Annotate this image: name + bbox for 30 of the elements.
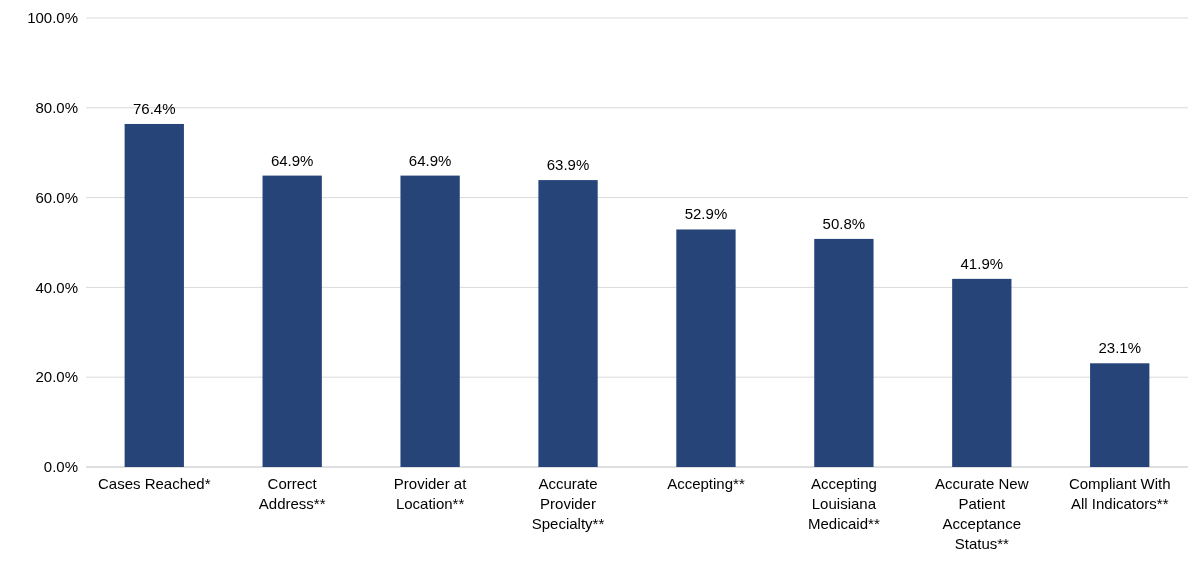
x-tick-label: Compliant With All Indicators** <box>1068 475 1171 512</box>
y-tick-label: 20.0% <box>35 368 78 386</box>
bar <box>400 175 460 467</box>
data-label: 50.8% <box>822 214 866 232</box>
bar <box>1090 363 1150 467</box>
x-tick-label: Correct Address** <box>258 475 326 512</box>
x-tick-label: Accepting Louisiana Medicaid** <box>808 475 880 532</box>
x-tick-label: Cases Reached* <box>97 475 211 492</box>
y-tick-label: 60.0% <box>35 188 78 206</box>
y-tick-label: 40.0% <box>35 278 78 296</box>
data-label: 63.9% <box>546 156 590 174</box>
bar <box>952 278 1012 467</box>
bar <box>124 123 184 467</box>
data-label: 41.9% <box>960 254 1004 272</box>
x-tick-label: Accurate New Patient Acceptance Status** <box>935 475 1029 552</box>
x-tick-label: Provider at Location** <box>393 475 468 512</box>
bar <box>814 238 874 467</box>
data-label: 64.9% <box>270 151 314 169</box>
y-tick-label: 100.0% <box>27 9 78 27</box>
bar <box>538 180 598 467</box>
data-label: 76.4% <box>133 99 176 117</box>
data-label: 64.9% <box>408 151 452 169</box>
bar <box>262 175 322 467</box>
y-tick-label: 80.0% <box>35 99 78 117</box>
bar <box>676 229 736 467</box>
data-label: 23.1% <box>1098 339 1141 357</box>
x-tick-label: Accepting** <box>667 475 745 492</box>
y-tick-label: 0.0% <box>43 458 78 476</box>
x-tick-label: Accurate Provider Specialty** <box>531 475 605 532</box>
data-label: 52.9% <box>684 205 728 223</box>
